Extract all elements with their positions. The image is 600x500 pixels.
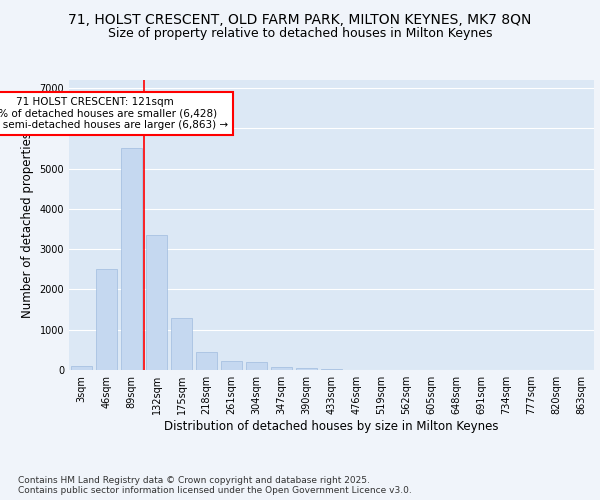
Text: Size of property relative to detached houses in Milton Keynes: Size of property relative to detached ho…: [108, 28, 492, 40]
Text: 71 HOLST CRESCENT: 121sqm
← 48% of detached houses are smaller (6,428)
51% of se: 71 HOLST CRESCENT: 121sqm ← 48% of detac…: [0, 97, 228, 130]
Bar: [271, 367, 292, 370]
Bar: [296, 368, 317, 370]
X-axis label: Distribution of detached houses by size in Milton Keynes: Distribution of detached houses by size …: [164, 420, 499, 433]
Bar: [171, 318, 192, 370]
Bar: [246, 362, 267, 370]
Bar: [196, 352, 217, 370]
Bar: [71, 366, 92, 370]
Bar: [321, 369, 342, 370]
Bar: [96, 270, 117, 370]
Bar: [221, 361, 242, 370]
Text: Contains HM Land Registry data © Crown copyright and database right 2025.
Contai: Contains HM Land Registry data © Crown c…: [18, 476, 412, 495]
Bar: [121, 148, 142, 370]
Text: 71, HOLST CRESCENT, OLD FARM PARK, MILTON KEYNES, MK7 8QN: 71, HOLST CRESCENT, OLD FARM PARK, MILTO…: [68, 12, 532, 26]
Y-axis label: Number of detached properties: Number of detached properties: [21, 132, 34, 318]
Bar: [146, 235, 167, 370]
